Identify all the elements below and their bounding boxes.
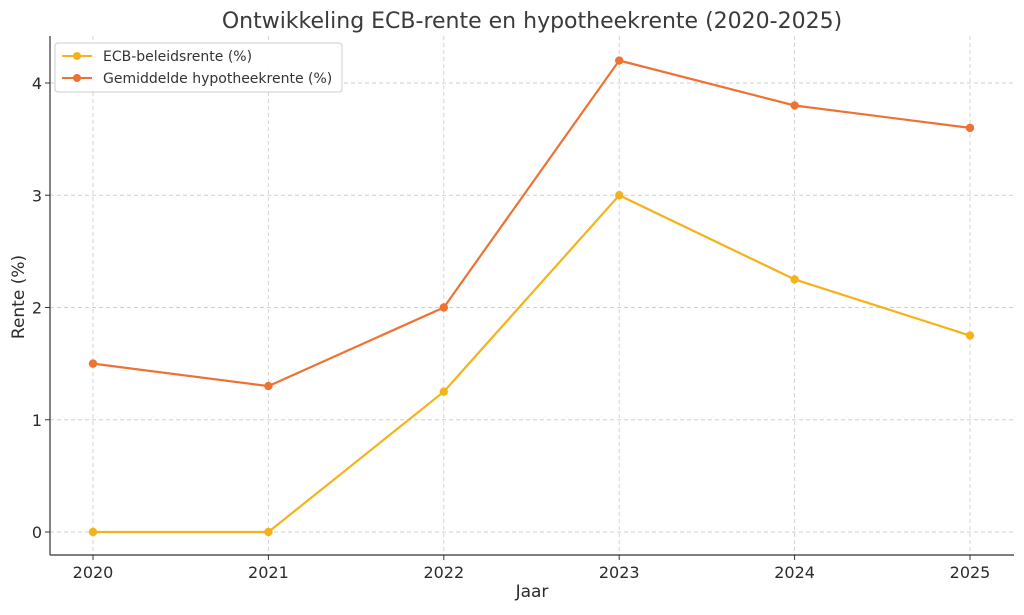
- legend-entry-ecb: ECB-beleidsrente (%): [62, 49, 252, 65]
- legend-entry-hypotheek: Gemiddelde hypotheekrente (%): [62, 71, 332, 87]
- x-tick-label: 2021: [248, 563, 289, 582]
- data-point: [439, 387, 448, 396]
- data-point: [439, 303, 448, 312]
- data-point: [790, 101, 799, 110]
- x-tick-label: 2025: [950, 563, 991, 582]
- data-point: [615, 191, 624, 200]
- series-line-0: [93, 194, 971, 534]
- x-tick-label: 2022: [423, 563, 464, 582]
- data-point: [615, 56, 624, 65]
- series-line-1: [92, 59, 971, 388]
- data-point: [88, 527, 98, 537]
- y-tick-label: 0: [32, 523, 42, 542]
- legend-label-hypotheek: Gemiddelde hypotheekrente (%): [103, 71, 332, 87]
- x-tick-label: 2020: [73, 563, 114, 582]
- grid-lines: [50, 36, 1014, 555]
- y-tick-label: 2: [32, 299, 42, 318]
- tick-labels: 2020 2021 2022 2023 2024 2025 0 1 2 3 4: [32, 74, 991, 582]
- data-point: [264, 527, 273, 537]
- legend-marker-hypotheek: [73, 74, 81, 82]
- legend-marker-ecb: [73, 52, 81, 60]
- data-point: [790, 275, 799, 284]
- data-point: [965, 331, 975, 340]
- x-axis-label: Jaar: [515, 582, 549, 602]
- chart-title: Ontwikkeling ECB-rente en hypotheekrente…: [222, 9, 842, 34]
- y-tick-label: 3: [32, 186, 42, 205]
- data-point: [88, 359, 98, 368]
- legend: ECB-beleidsrente (%) Gemiddelde hypothee…: [54, 42, 343, 93]
- axes: [45, 36, 1014, 560]
- data-point: [264, 381, 273, 391]
- x-tick-label: 2023: [599, 563, 640, 582]
- y-tick-label: 4: [32, 74, 42, 93]
- legend-label-ecb: ECB-beleidsrente (%): [103, 49, 252, 65]
- legend-box: [54, 42, 343, 93]
- y-axis-label: Rente (%): [9, 255, 29, 339]
- series-lines: [88, 56, 975, 537]
- x-tick-label: 2024: [774, 563, 815, 582]
- data-point: [965, 123, 975, 133]
- y-tick-label: 1: [32, 411, 42, 430]
